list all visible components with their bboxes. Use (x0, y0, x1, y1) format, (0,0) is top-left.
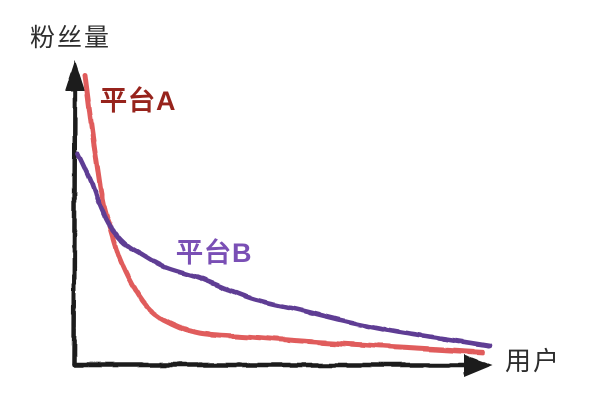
series-label-0: 平台A (100, 86, 177, 116)
x-axis-arrowhead-icon (464, 354, 493, 377)
x-axis-title: 用户 (505, 346, 562, 376)
y-axis-arrowhead-icon (65, 60, 85, 91)
y-axis-title: 粉丝量 (30, 24, 112, 52)
series-line-0 (82, 72, 486, 355)
series-line-1 (75, 151, 493, 349)
y-axis-line (71, 75, 78, 368)
series-label-1: 平台B (176, 238, 253, 268)
